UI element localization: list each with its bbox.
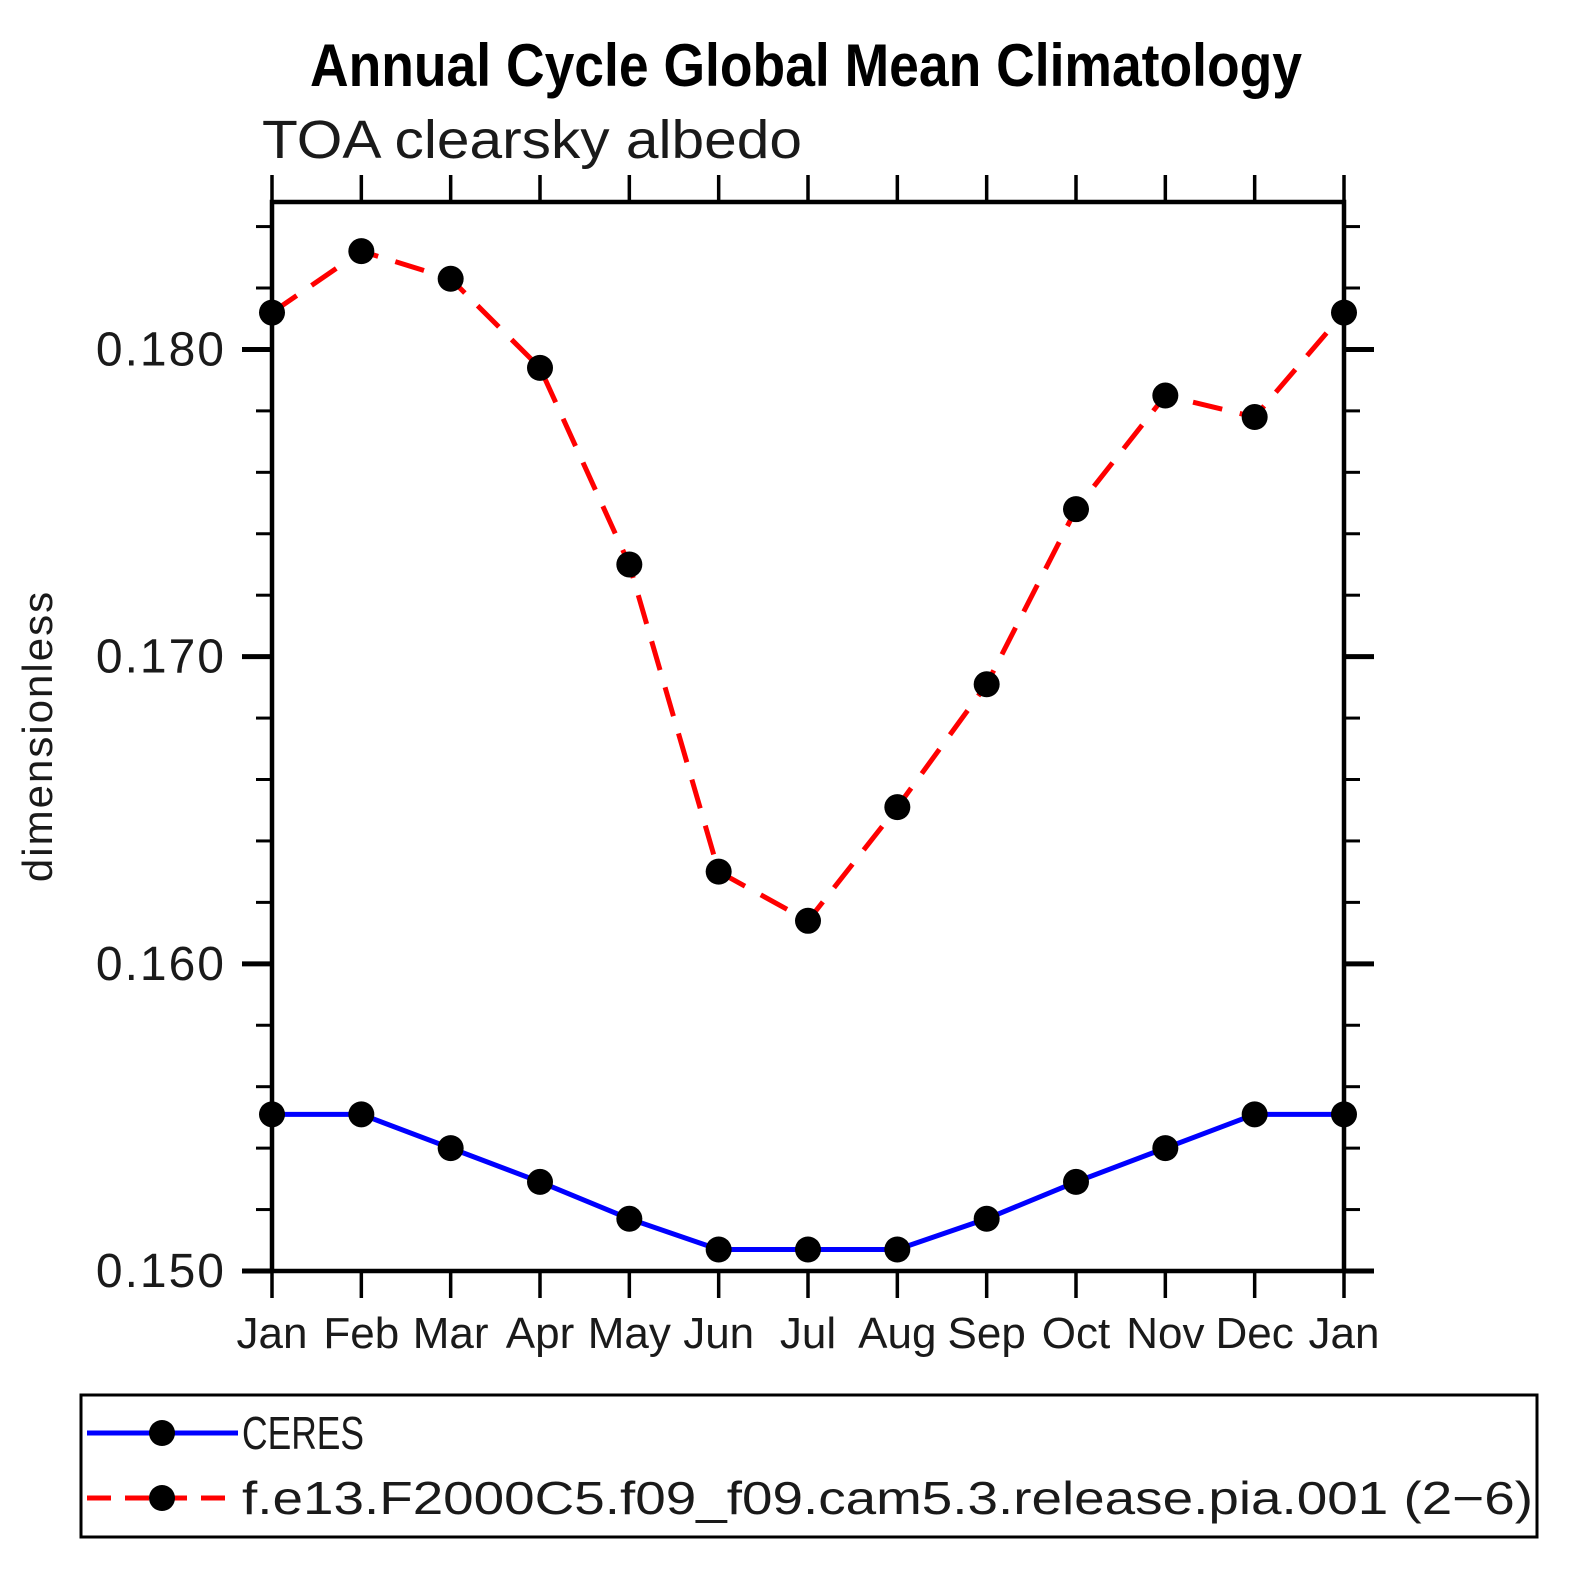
series-line-model (270, 248, 1346, 925)
plot-frame (269, 199, 1347, 1274)
series-marker-model (1241, 404, 1268, 431)
x-tick-label: Jul (780, 1309, 836, 1358)
series-marker-model (616, 551, 643, 578)
series-marker-ceres (1063, 1168, 1089, 1195)
series-marker-model (527, 354, 553, 381)
x-tick-label: Jan (1309, 1309, 1380, 1358)
series-marker-ceres (884, 1236, 911, 1263)
legend-label-ceres: CERES (242, 1407, 364, 1459)
x-tick-label: Feb (323, 1309, 399, 1358)
y-tick-label: 0.170 (96, 631, 226, 684)
chart-subtitle: TOA clearsky albedo (262, 110, 802, 170)
series-marker-ceres (437, 1135, 464, 1162)
x-tick-label: Jun (683, 1309, 754, 1358)
series-marker-model (437, 265, 464, 292)
series-marker-model (705, 858, 732, 885)
series-marker-model (1152, 382, 1179, 409)
series-marker-ceres (1152, 1135, 1179, 1162)
series-marker-model (973, 671, 1000, 698)
y-axis-label: dimensionless (14, 590, 61, 882)
x-tick-label: Jan (237, 1309, 308, 1358)
series-marker-ceres (973, 1205, 1000, 1232)
x-tick-label: Oct (1042, 1309, 1110, 1358)
chart-title: Annual Cycle Global Mean Climatology (310, 32, 1303, 99)
y-tick-label: 0.180 (96, 323, 226, 376)
series-marker-ceres (348, 1101, 375, 1128)
legend-marker-model (149, 1485, 175, 1511)
series-line-ceres (272, 1111, 1344, 1252)
series-marker-model (795, 907, 821, 934)
x-tick-label: Sep (948, 1309, 1026, 1358)
y-tick-label: 0.160 (96, 938, 226, 991)
x-tick-label: Apr (506, 1309, 574, 1358)
x-tick-label: Mar (413, 1309, 489, 1358)
legend: CERES f.e13.F2000C5.f09_f09.cam5.3.relea… (79, 1393, 1539, 1539)
legend-box (79, 1393, 1539, 1539)
x-tick-label: Dec (1216, 1309, 1294, 1358)
x-tick-label: Nov (1126, 1309, 1204, 1358)
series-marker-model (348, 238, 375, 265)
series-marker-ceres (1241, 1101, 1268, 1128)
x-tick-label: May (588, 1309, 671, 1358)
series-marker-ceres (705, 1236, 732, 1263)
legend-marker-ceres (149, 1420, 175, 1446)
series-marker-model (884, 794, 911, 821)
x-tick-label: Aug (858, 1309, 936, 1358)
legend-label-model: f.e13.F2000C5.f09_f09.cam5.3.release.pia… (242, 1472, 1533, 1524)
series-marker-ceres (795, 1236, 821, 1263)
y-tick-label: 0.150 (96, 1245, 226, 1298)
series-marker-ceres (616, 1205, 643, 1232)
series-marker-ceres (527, 1168, 553, 1195)
plot-area: Jan Feb Mar Apr May Jun Jul Aug Sep Oct Nov Dec Jan0… (96, 175, 1380, 1358)
series-marker-model (1063, 496, 1089, 523)
